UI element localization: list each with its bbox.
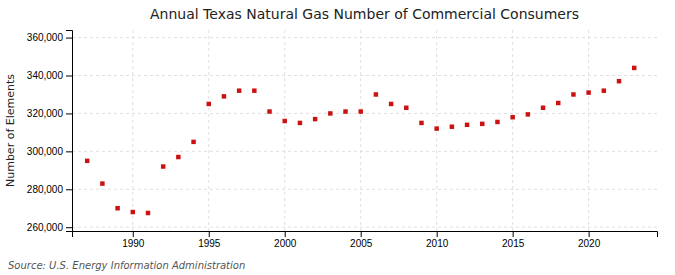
y-axis-line bbox=[66, 31, 73, 232]
y-tick: 280,000 bbox=[27, 184, 72, 195]
title: Annual Texas Natural Gas Number of Comme… bbox=[150, 6, 579, 22]
point bbox=[85, 159, 89, 163]
y-tick-label: 360,000 bbox=[27, 32, 64, 43]
y-tick-label: 320,000 bbox=[27, 108, 64, 119]
x-tick-label: 2005 bbox=[350, 238, 373, 249]
point bbox=[617, 79, 621, 83]
point bbox=[207, 102, 211, 106]
y-grid-line bbox=[72, 227, 657, 228]
x-tick-label: 2010 bbox=[426, 238, 449, 249]
point bbox=[526, 112, 530, 116]
point bbox=[358, 109, 362, 113]
point bbox=[313, 117, 317, 121]
plot-area: 1990 1995 2000 2005 2010 2015 2020 260,000 280,0… bbox=[27, 30, 658, 249]
point bbox=[267, 109, 271, 113]
x-grid-line bbox=[208, 30, 209, 231]
x-tick: 2010 bbox=[426, 231, 449, 249]
y-tick: 260,000 bbox=[27, 222, 72, 233]
point bbox=[389, 102, 393, 106]
y-tick: 300,000 bbox=[27, 146, 72, 157]
source-note: Source: U.S. Energy Information Administ… bbox=[8, 260, 245, 271]
point bbox=[632, 66, 636, 70]
x-axis-line bbox=[73, 232, 658, 238]
point bbox=[404, 106, 408, 110]
x-tick-label: 1995 bbox=[198, 238, 221, 249]
points bbox=[85, 66, 636, 216]
point bbox=[328, 111, 332, 115]
point bbox=[495, 120, 499, 124]
y-grid-line bbox=[72, 37, 657, 38]
y-tick-label: 260,000 bbox=[27, 222, 64, 233]
y-grid-line bbox=[72, 113, 657, 114]
point bbox=[571, 92, 575, 96]
y-tick-mark bbox=[66, 189, 72, 190]
y-tick-mark bbox=[66, 151, 72, 152]
point bbox=[450, 124, 454, 128]
y-tick-mark bbox=[66, 113, 72, 114]
point bbox=[115, 206, 119, 210]
x-grid-line bbox=[132, 30, 133, 231]
x-tick-mark bbox=[133, 231, 134, 237]
point bbox=[465, 123, 469, 127]
chart: 1990 1995 2000 2005 2010 2015 2020 260,000 280,0… bbox=[0, 0, 675, 275]
point bbox=[252, 88, 256, 92]
x-tick-mark bbox=[589, 231, 590, 237]
y-tick-mark bbox=[66, 38, 72, 39]
x-tick-label: 2020 bbox=[578, 238, 601, 249]
point bbox=[161, 164, 165, 168]
x-tick-mark bbox=[361, 231, 362, 237]
x-axis: 1990 1995 2000 2005 2010 2015 2020 bbox=[73, 231, 658, 249]
y-tick: 340,000 bbox=[27, 70, 72, 81]
x-tick-mark bbox=[209, 231, 210, 237]
x-grid-line bbox=[284, 30, 285, 231]
y-tick-label: 340,000 bbox=[27, 70, 64, 81]
y-grid-line bbox=[72, 75, 657, 76]
x-tick-label: 1990 bbox=[122, 238, 145, 249]
point bbox=[176, 155, 180, 159]
y-tick: 320,000 bbox=[27, 108, 72, 119]
x-grid-line bbox=[588, 30, 589, 231]
point bbox=[556, 101, 560, 105]
point bbox=[586, 90, 590, 94]
x-tick: 1995 bbox=[198, 231, 221, 249]
point bbox=[131, 210, 135, 214]
point bbox=[480, 122, 484, 126]
x-tick: 2020 bbox=[578, 231, 601, 249]
x-tick-label: 2015 bbox=[502, 238, 525, 249]
y-tick-mark bbox=[66, 227, 72, 228]
y-tick: 360,000 bbox=[27, 32, 72, 43]
point bbox=[222, 94, 226, 98]
x-tick: 2000 bbox=[274, 231, 297, 249]
x-tick: 2015 bbox=[502, 231, 525, 249]
point bbox=[191, 140, 195, 144]
point bbox=[100, 181, 104, 185]
y-tick-label: 280,000 bbox=[27, 184, 64, 195]
point bbox=[343, 109, 347, 113]
x-tick: 1990 bbox=[122, 231, 145, 249]
point bbox=[298, 121, 302, 125]
point bbox=[541, 106, 545, 110]
x-tick-mark bbox=[285, 231, 286, 237]
x-grid-line bbox=[512, 30, 513, 231]
grid bbox=[72, 30, 657, 231]
y-grid-line bbox=[72, 189, 657, 190]
x-grid-line bbox=[360, 30, 361, 231]
x-tick-mark bbox=[437, 231, 438, 237]
x-tick-mark bbox=[513, 231, 514, 237]
point bbox=[237, 88, 241, 92]
point bbox=[282, 119, 286, 123]
point bbox=[146, 211, 150, 215]
x-tick: 2005 bbox=[350, 231, 373, 249]
x-tick-label: 2000 bbox=[274, 238, 297, 249]
y-axis-title: Number of Elements bbox=[4, 74, 17, 187]
point bbox=[602, 88, 606, 92]
y-grid-line bbox=[72, 151, 657, 152]
point bbox=[419, 121, 423, 125]
point bbox=[434, 126, 438, 130]
y-tick-mark bbox=[66, 76, 72, 77]
y-axis: 260,000 280,000 300,000 320,000 340,000 360,0… bbox=[27, 31, 73, 233]
y-tick-label: 300,000 bbox=[27, 146, 64, 157]
point bbox=[510, 115, 514, 119]
point bbox=[374, 92, 378, 96]
